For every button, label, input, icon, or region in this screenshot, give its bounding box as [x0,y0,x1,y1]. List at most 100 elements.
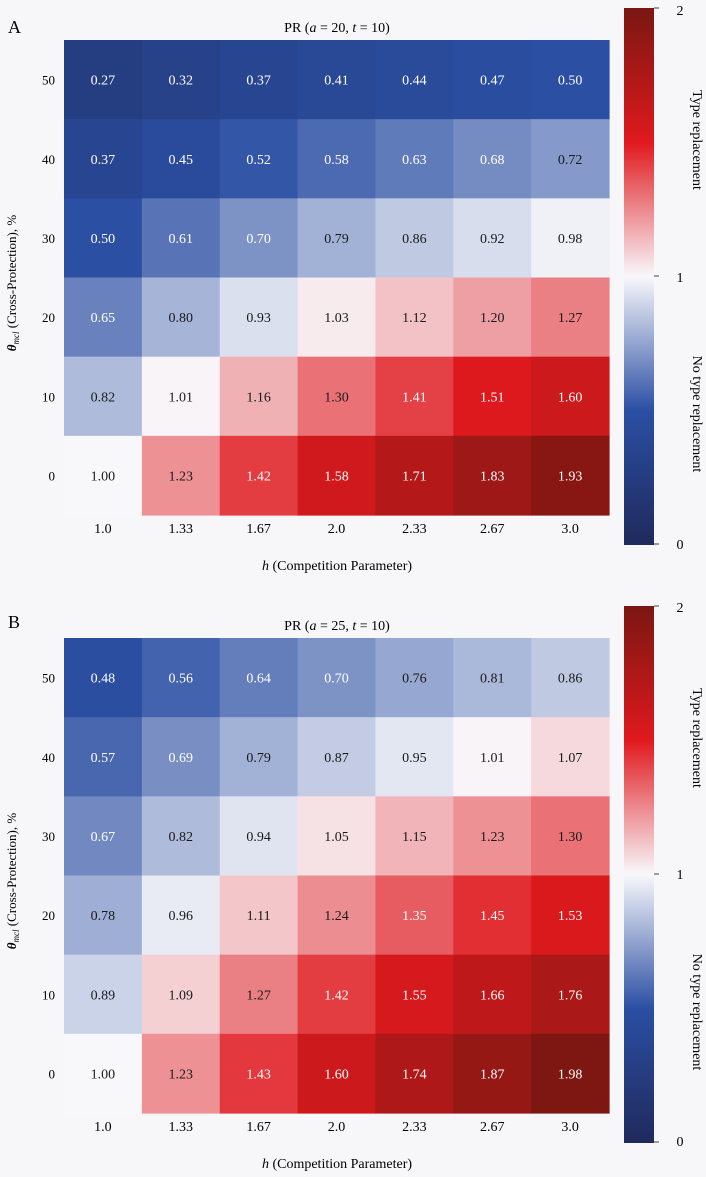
heatmap-cell [219,198,299,279]
heatmap-cell [531,356,610,437]
cell-value-label: 0.87 [324,751,349,766]
cell-value-label: 1.43 [246,1067,271,1082]
x-tick-label: 2.67 [480,1120,505,1135]
cell-value-label: 0.72 [558,153,583,168]
heatmap-cell [219,875,299,956]
cell-value-label: 0.58 [324,153,349,168]
heatmap-cell [219,356,299,437]
cell-value-label: 1.58 [324,469,349,484]
cell-value-label: 0.76 [402,672,427,687]
heatmap-cell [297,198,377,279]
colorbar-gradient [624,606,654,1143]
heatmap-cells: 0.27 0.32 0.37 0.41 0.44 0.47 0.50 0.37 0.45 0.52… [64,40,610,516]
colorbar: 2 1 0 Type replacement No type replaceme… [624,601,704,1150]
heatmap-cell [531,638,610,718]
heatmap-cell [141,638,221,718]
cell-value-label: 0.50 [558,74,583,89]
cell-value-label: 1.93 [558,469,583,484]
cell-value-label: 1.12 [402,311,427,326]
cell-value-label: 1.30 [324,390,349,405]
cell-value-label: 1.23 [480,830,505,845]
cell-value-label: 1.60 [558,390,583,405]
heatmap-cell [141,356,221,437]
heatmap-cell [531,717,610,797]
heatmap-cell [219,277,299,358]
cell-value-label: 1.15 [402,830,427,845]
cell-value-label: 0.93 [246,311,271,326]
heatmap-cell [64,954,143,1035]
heatmap-cell [453,717,532,797]
heatmap-cell [64,875,143,956]
cell-value-label: 0.94 [246,830,271,845]
cell-value-label: 0.64 [246,672,271,687]
heatmap-cell [64,717,143,797]
heatmap-cell [141,796,221,877]
heatmap-cell [453,119,532,199]
y-tick-label: 40 [42,152,55,167]
colorbar-gradient [624,8,654,545]
cell-value-label: 0.52 [246,153,271,168]
cell-value-label: 1.42 [324,988,349,1003]
heatmap-cell [64,638,143,718]
heatmap-cell [375,717,454,797]
heatmap-cell [453,638,532,718]
cell-value-label: 0.37 [246,74,271,89]
heatmap-cell [141,717,221,797]
colorbar-upper-text: Type replacement [689,90,704,190]
y-tick-label: 20 [42,310,55,325]
heatmap-cell [297,638,377,718]
cell-value-label: 1.83 [480,469,505,484]
heatmap-cell [531,1033,610,1114]
y-tick-label: 10 [42,389,55,404]
cell-value-label: 1.66 [480,988,505,1003]
cell-value-label: 1.74 [402,1067,427,1082]
y-tick-label: 50 [42,671,55,686]
heatmap-cell [297,356,377,437]
cell-value-label: 1.00 [91,469,116,484]
chart-title: PR (a = 20, t = 10) [284,21,390,36]
x-axis-label: h (Competition Parameter) [262,1157,412,1172]
cell-value-label: 0.47 [480,74,505,89]
cell-value-label: 0.79 [324,232,349,247]
cell-value-label: 1.00 [91,1067,116,1082]
heatmap-cell [375,796,454,877]
x-tick-label: 2.0 [328,1120,346,1135]
colorbar-lower-text: No type replacement [689,356,704,473]
cell-value-label: 0.50 [91,232,116,247]
colorbar: 2 1 0 Type replacement No type replaceme… [624,4,704,553]
heatmap-cell [64,277,143,358]
heatmap-cells: 0.48 0.56 0.64 0.70 0.76 0.81 0.86 0.57 0.69 0.79… [64,638,610,1114]
cell-value-label: 1.23 [169,469,194,484]
heatmap-cell [453,356,532,437]
cell-value-label: 1.20 [480,311,505,326]
colorbar-lower-text: No type replacement [689,954,704,1071]
cell-value-label: 0.96 [169,909,194,924]
x-tick-label: 1.33 [169,522,194,537]
cell-value-label: 0.61 [169,232,194,247]
x-tick-label: 2.33 [402,1120,427,1135]
heatmap-cell [64,1033,143,1114]
cell-value-label: 0.69 [169,751,194,766]
heatmap-cell [219,40,299,120]
colorbar-max-label: 2 [677,601,684,616]
cell-value-label: 0.82 [91,390,116,405]
colorbar-mid-label: 1 [677,868,684,883]
cell-value-label: 0.44 [402,74,427,89]
x-tick-label: 2.0 [328,522,346,537]
cell-value-label: 0.63 [402,153,427,168]
heatmap-cell [64,435,143,516]
heatmap-cell [297,875,377,956]
x-tick-label: 3.0 [561,522,579,537]
cell-value-label: 1.09 [169,988,194,1003]
y-tick-label: 30 [42,829,55,844]
cell-value-label: 0.70 [246,232,271,247]
heatmap-cell [375,1033,454,1114]
cell-value-label: 1.27 [558,311,583,326]
cell-value-label: 1.24 [324,909,349,924]
panel-label: B [8,612,20,632]
x-tick-label: 2.33 [402,522,427,537]
cell-value-label: 0.68 [480,153,505,168]
x-tick-label: 3.0 [561,1120,579,1135]
heatmap-cell [531,198,610,279]
